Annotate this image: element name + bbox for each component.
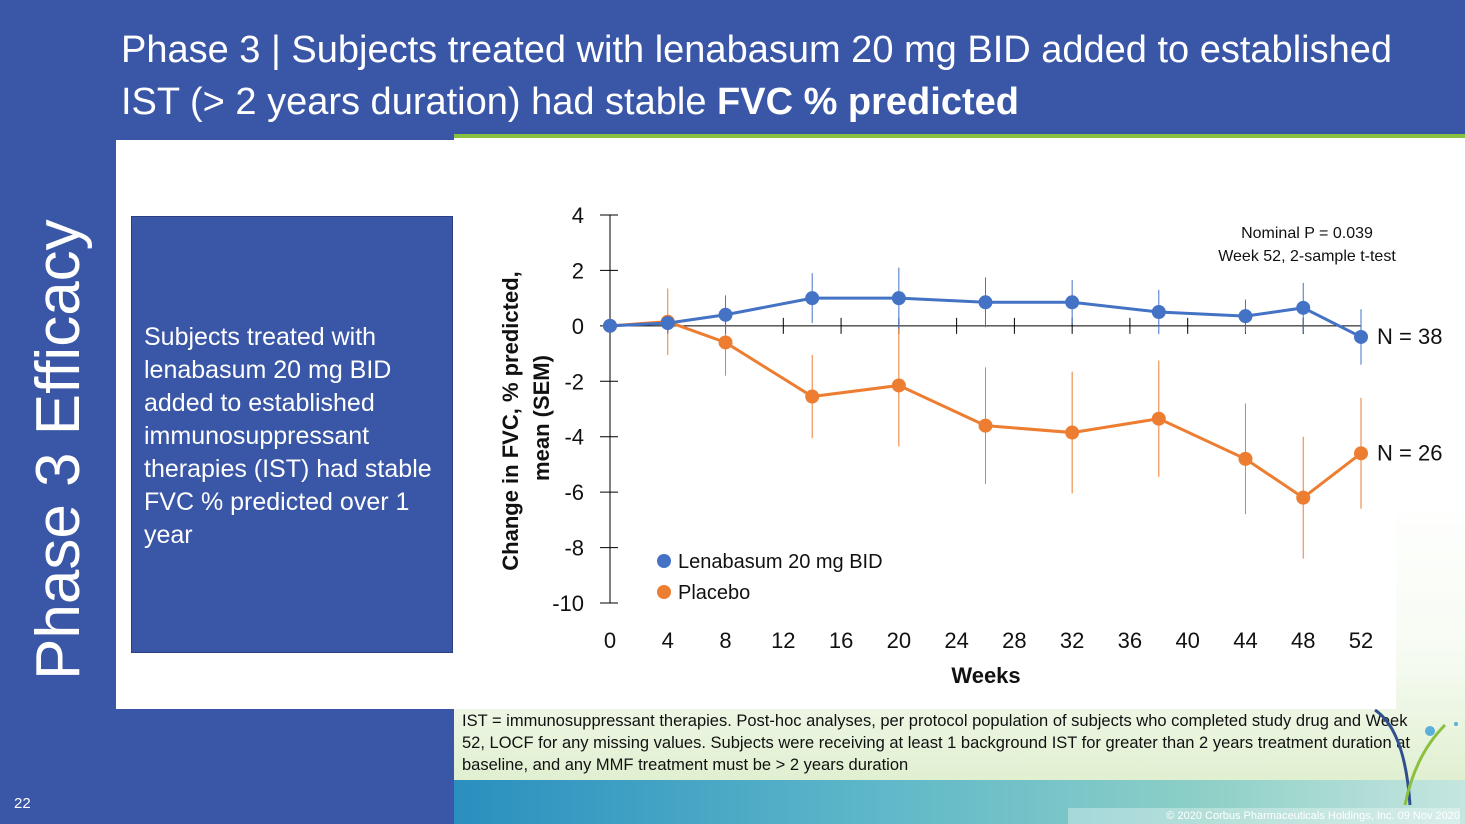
data-point xyxy=(891,291,906,306)
annotation-line2: Week 52, 2-sample t-test xyxy=(1218,248,1396,265)
x-tick-label: 12 xyxy=(771,628,795,653)
x-tick-label: 24 xyxy=(944,628,968,653)
data-point xyxy=(603,318,617,333)
slide-title: Phase 3 | Subjects treated with lenabasu… xyxy=(121,24,1441,128)
title-bold: FVC % predicted xyxy=(717,81,1019,123)
y-tick-label: 2 xyxy=(572,258,584,283)
x-tick-label: 0 xyxy=(604,628,616,653)
data-point xyxy=(1296,490,1311,505)
corbus-logo-icon xyxy=(1374,708,1458,806)
data-point xyxy=(805,389,820,404)
data-point xyxy=(891,378,906,393)
legend-label: Lenabasum 20 mg BID xyxy=(678,551,883,573)
x-tick-label: 28 xyxy=(1002,628,1026,653)
y-axis-label-line1: Change in FVC, % predicted, xyxy=(498,271,523,570)
data-point xyxy=(1065,425,1080,440)
summary-text: Subjects treated with lenabasum 20 mg BI… xyxy=(144,323,432,549)
data-point xyxy=(805,291,820,306)
data-point xyxy=(718,335,733,350)
x-tick-label: 4 xyxy=(662,628,674,653)
x-tick-label: 16 xyxy=(829,628,853,653)
legend-label: Placebo xyxy=(678,582,750,604)
data-point xyxy=(978,295,993,310)
x-tick-label: 36 xyxy=(1118,628,1142,653)
n-label: N = 26 xyxy=(1377,440,1442,465)
data-point xyxy=(1354,446,1368,461)
x-tick-label: 32 xyxy=(1060,628,1084,653)
y-tick-label: -2 xyxy=(564,369,584,394)
y-tick-label: 0 xyxy=(572,314,584,339)
data-point xyxy=(718,307,733,322)
y-tick-label: 4 xyxy=(572,203,584,228)
data-point xyxy=(1238,451,1253,466)
x-tick-label: 48 xyxy=(1291,628,1315,653)
copyright: © 2020 Corbus Pharmaceuticals Holdings, … xyxy=(1068,808,1460,824)
data-point xyxy=(1238,309,1253,324)
chart-layer: 420-2-4-6-8-100 4 8 12 16 20 24 28 32 36 40 44 48 52W… xyxy=(498,203,1442,688)
bottom-gradient-band xyxy=(454,780,1465,824)
data-point xyxy=(1151,411,1166,426)
y-axis-label-line2: mean (SEM) xyxy=(529,355,554,481)
title-regular: Phase 3 | Subjects treated with lenabasu… xyxy=(121,29,1392,123)
x-tick-label: 44 xyxy=(1233,628,1257,653)
y-tick-label: -4 xyxy=(564,425,584,450)
n-label: N = 38 xyxy=(1377,324,1442,349)
data-point xyxy=(1354,329,1368,344)
annotation-line1: Nominal P = 0.039 xyxy=(1241,225,1373,242)
x-tick-label: 20 xyxy=(887,628,911,653)
footnote: IST = immunosuppressant therapies. Post-… xyxy=(462,712,1411,774)
summary-box: Subjects treated with lenabasum 20 mg BI… xyxy=(131,216,453,653)
page-number: 22 xyxy=(14,795,31,812)
x-axis-label: Weeks xyxy=(951,663,1020,688)
y-tick-label: -8 xyxy=(564,536,584,561)
legend-marker xyxy=(657,585,671,599)
data-point xyxy=(978,418,993,433)
legend-marker xyxy=(657,554,671,568)
x-tick-label: 8 xyxy=(719,628,731,653)
data-point xyxy=(1296,300,1311,315)
data-point xyxy=(1065,295,1080,310)
data-point xyxy=(660,316,675,331)
y-tick-label: -6 xyxy=(564,480,584,505)
x-tick-label: 52 xyxy=(1349,628,1373,653)
data-point xyxy=(1151,305,1166,319)
y-tick-label: -10 xyxy=(552,591,584,616)
x-tick-label: 40 xyxy=(1175,628,1199,653)
